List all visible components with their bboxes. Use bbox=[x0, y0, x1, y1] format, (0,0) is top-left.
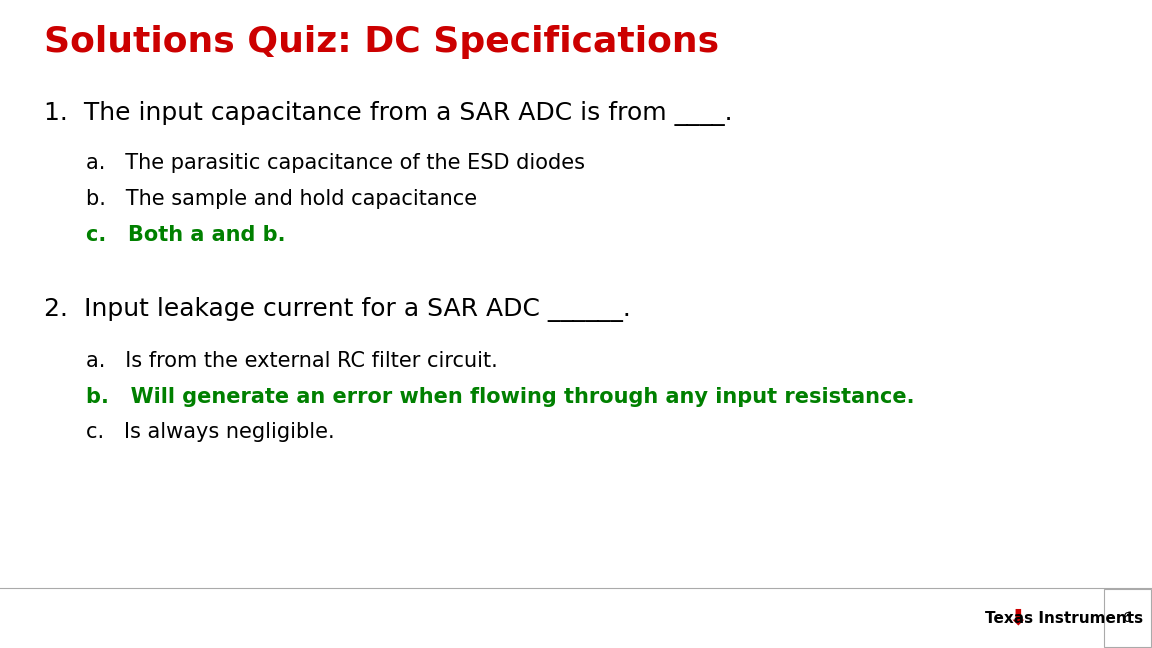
Text: c.   Is always negligible.: c. Is always negligible. bbox=[86, 422, 335, 442]
Text: a.   Is from the external RC filter circuit.: a. Is from the external RC filter circui… bbox=[86, 351, 498, 371]
Text: Solutions Quiz: DC Specifications: Solutions Quiz: DC Specifications bbox=[44, 25, 719, 59]
Text: Texas Instruments: Texas Instruments bbox=[985, 610, 1144, 626]
Text: a.   The parasitic capacitance of the ESD diodes: a. The parasitic capacitance of the ESD … bbox=[86, 154, 585, 173]
Text: ⬇: ⬇ bbox=[1009, 608, 1028, 628]
Text: 6: 6 bbox=[1123, 611, 1132, 625]
Text: b.   Will generate an error when flowing through any input resistance.: b. Will generate an error when flowing t… bbox=[86, 387, 915, 406]
Bar bbox=[1104, 589, 1151, 647]
Bar bbox=[0, 588, 1152, 648]
Text: 2.  Input leakage current for a SAR ADC ______.: 2. Input leakage current for a SAR ADC _… bbox=[44, 297, 630, 322]
Text: 1.  The input capacitance from a SAR ADC is from ____.: 1. The input capacitance from a SAR ADC … bbox=[44, 101, 733, 126]
Text: c.   Both a and b.: c. Both a and b. bbox=[86, 225, 286, 244]
Text: b.   The sample and hold capacitance: b. The sample and hold capacitance bbox=[86, 189, 478, 209]
